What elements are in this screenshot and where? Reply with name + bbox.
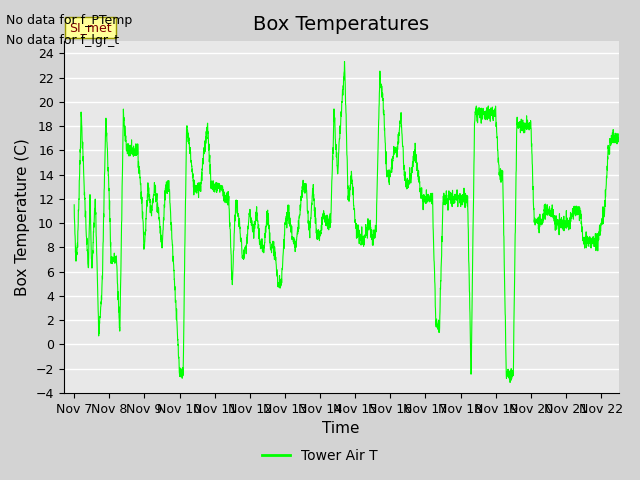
- Text: No data for f_lgr_t: No data for f_lgr_t: [6, 34, 120, 47]
- Text: SI_met: SI_met: [69, 21, 112, 34]
- Legend: Tower Air T: Tower Air T: [257, 443, 383, 468]
- Text: No data for f_PTemp: No data for f_PTemp: [6, 14, 132, 27]
- Title: Box Temperatures: Box Temperatures: [253, 15, 429, 34]
- Y-axis label: Box Temperature (C): Box Temperature (C): [15, 138, 30, 296]
- X-axis label: Time: Time: [323, 421, 360, 436]
